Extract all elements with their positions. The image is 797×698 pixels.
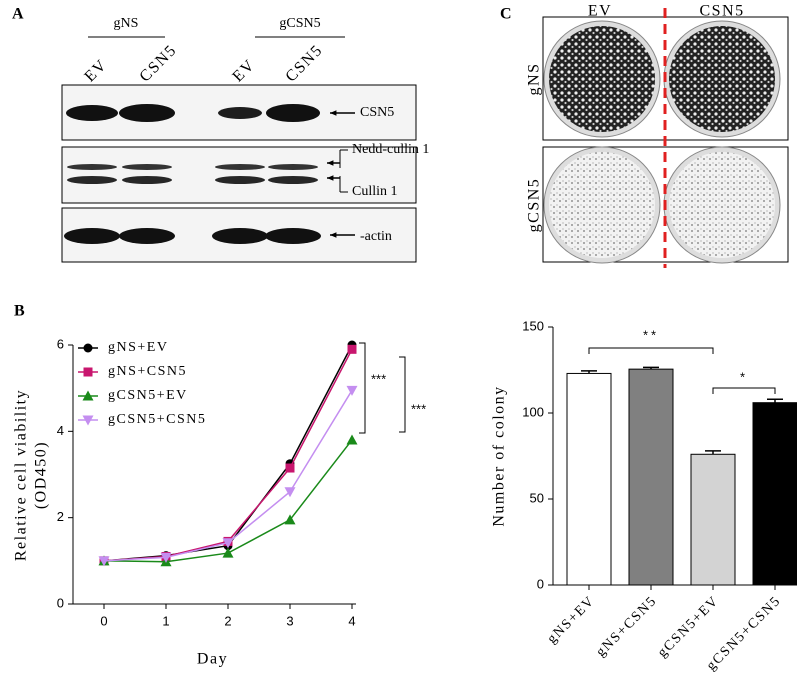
colonies xyxy=(669,152,775,258)
error-bar xyxy=(767,398,783,403)
significance-label: * xyxy=(740,369,748,384)
x-tick-label: 1 xyxy=(162,613,169,628)
panel-label: B xyxy=(14,303,25,320)
significance-label: *** xyxy=(371,371,386,386)
row-label: gCSN5 xyxy=(526,178,543,233)
band-label: Cullin 1 xyxy=(352,184,398,199)
x-tick-label: gCSN5+EV xyxy=(655,593,722,660)
error-bar xyxy=(643,366,659,370)
y-tick-label: 0 xyxy=(57,595,64,610)
significance-bracket xyxy=(588,347,714,354)
band-label: CSN5 xyxy=(360,105,394,120)
blot-band xyxy=(122,176,172,184)
significance-bracket xyxy=(399,356,406,433)
marker xyxy=(346,434,358,445)
y-tick-label: 50 xyxy=(530,490,544,505)
marker xyxy=(222,547,234,558)
significance-bracket xyxy=(712,387,776,394)
significance-bracket xyxy=(359,342,366,434)
legend-label: gCSN5+CSN5 xyxy=(108,412,206,427)
column-label: EV xyxy=(588,3,612,20)
significance-label: ** xyxy=(643,327,659,342)
x-tick-label: gNS+CSN5 xyxy=(594,593,660,659)
y-axis-label: Relative cell viability xyxy=(13,389,30,561)
blot-band xyxy=(212,228,268,244)
bar xyxy=(690,453,736,586)
arrow-head xyxy=(327,175,334,181)
band-label: -actin xyxy=(360,229,392,244)
colonies xyxy=(549,26,655,132)
colonies xyxy=(549,152,655,258)
series-line xyxy=(103,348,353,562)
y-axis-label: Number of colony xyxy=(491,385,508,526)
legend-label: gNS+CSN5 xyxy=(108,364,187,379)
legend-label: gCSN5+EV xyxy=(108,388,188,403)
blot-band xyxy=(268,176,318,184)
marker xyxy=(82,390,94,401)
blot-band xyxy=(215,164,265,170)
blot-band xyxy=(215,176,265,184)
x-tick-label: 4 xyxy=(348,613,355,628)
panel-label: C xyxy=(500,6,512,23)
y-tick-label: 150 xyxy=(522,318,544,333)
colonies xyxy=(669,26,775,132)
blot-band xyxy=(119,104,175,122)
blot-band xyxy=(268,164,318,170)
group-label: gCSN5 xyxy=(279,16,320,31)
y-tick-label: 4 xyxy=(57,423,64,438)
blot-band xyxy=(266,104,320,122)
arrow-head xyxy=(330,232,337,238)
row-label: gNS xyxy=(526,63,543,96)
marker xyxy=(160,552,172,563)
marker xyxy=(284,487,296,498)
arrow-head xyxy=(330,110,337,116)
marker xyxy=(83,343,93,353)
y-tick-label: 0 xyxy=(537,576,544,591)
panel-label: A xyxy=(12,6,24,23)
x-tick-label: 0 xyxy=(100,613,107,628)
marker xyxy=(222,538,234,549)
blot-band xyxy=(265,228,321,244)
significance-label: *** xyxy=(411,401,426,416)
group-label: gNS xyxy=(114,16,139,31)
blot-band xyxy=(67,164,117,170)
x-tick-label: 3 xyxy=(286,613,293,628)
blot-band xyxy=(218,107,262,119)
blot-band xyxy=(122,164,172,170)
lane-label: CSN5 xyxy=(282,41,326,85)
blot-band xyxy=(119,228,175,244)
x-tick-label: gNS+EV xyxy=(545,593,598,646)
marker xyxy=(98,556,110,567)
blot xyxy=(61,146,417,204)
marker xyxy=(285,463,295,473)
x-axis-label: Day xyxy=(197,651,228,668)
blot-band xyxy=(64,228,120,244)
bar xyxy=(566,372,612,586)
y-tick-label: 100 xyxy=(522,404,544,419)
marker xyxy=(284,514,296,525)
blot-band xyxy=(67,176,117,184)
legend-label: gNS+EV xyxy=(108,340,168,355)
y-axis-label: (OD450) xyxy=(33,441,50,509)
marker xyxy=(83,367,93,377)
x-tick-label: 2 xyxy=(224,613,231,628)
lane-label: CSN5 xyxy=(136,41,180,85)
marker xyxy=(82,415,94,426)
error-bar xyxy=(581,370,597,374)
column-label: CSN5 xyxy=(699,3,744,20)
error-bar xyxy=(705,450,721,455)
marker xyxy=(347,344,357,354)
y-tick-label: 2 xyxy=(57,509,64,524)
y-tick-label: 6 xyxy=(57,336,64,351)
bar xyxy=(628,368,674,586)
lane-label: EV xyxy=(81,56,110,85)
arrow-head xyxy=(327,160,334,166)
band-label: Nedd-cullin 1 xyxy=(352,142,429,157)
marker xyxy=(346,385,358,396)
lane-label: EV xyxy=(229,56,258,85)
blot-band xyxy=(66,105,118,121)
bar xyxy=(752,402,797,586)
